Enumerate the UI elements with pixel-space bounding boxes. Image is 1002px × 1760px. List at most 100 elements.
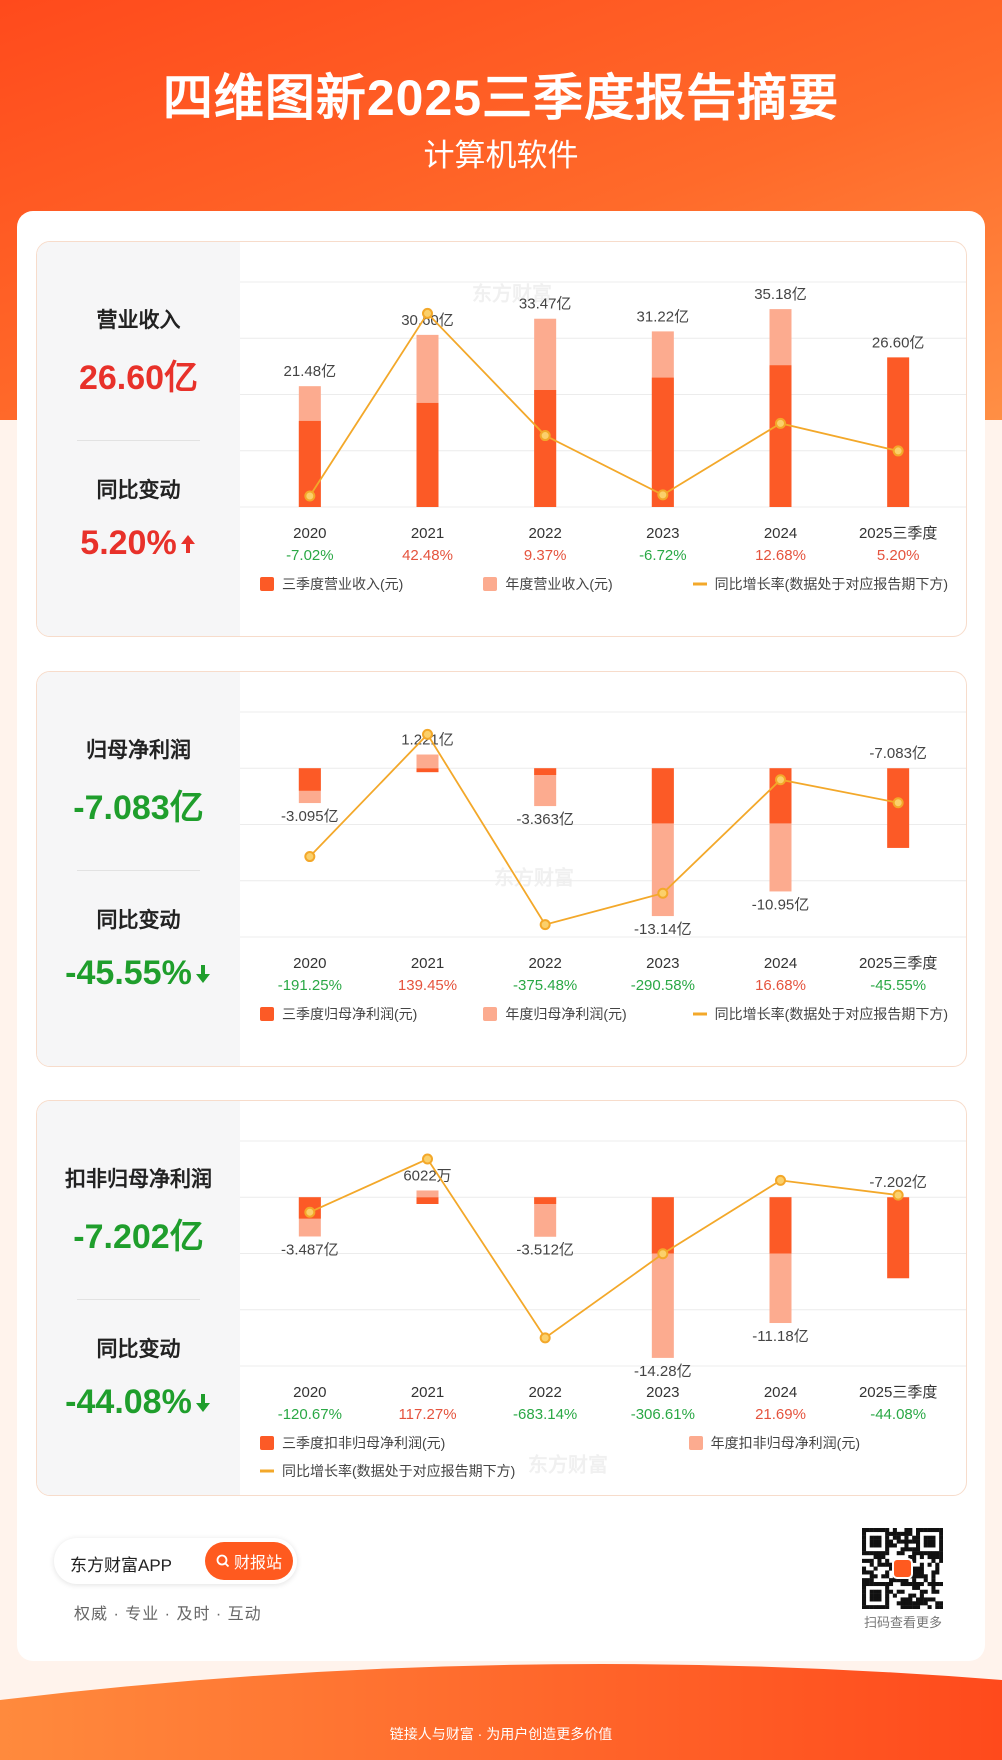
qr-cell: [896, 1535, 901, 1540]
qr-cell: [923, 1543, 928, 1548]
growth-marker: [892, 1189, 904, 1201]
qr-cell: [927, 1535, 932, 1540]
qr-cell: [939, 1555, 943, 1560]
bar: [534, 768, 557, 775]
qr-cell: [931, 1535, 936, 1540]
qr-cell: [877, 1589, 882, 1594]
legend-swatch: [260, 577, 274, 591]
bar-value-label: 35.18亿: [754, 286, 807, 303]
growth-marker: [775, 417, 786, 429]
qr-cell: [908, 1597, 913, 1602]
chart: 东方财富 2020 2021 2022 2023 2024 2025三季度 -3.095亿 1.…: [240, 711, 966, 994]
qr-cell: [912, 1551, 917, 1556]
bar-value-label: 6022万: [403, 1167, 451, 1184]
qr-cell: [939, 1558, 943, 1563]
qr-cell: [939, 1605, 943, 1609]
growth-label: -306.61%: [631, 1406, 695, 1423]
qr-cell: [935, 1555, 940, 1560]
qr-cell: [892, 1593, 897, 1598]
growth-marker: [422, 307, 433, 319]
qr-cell: [869, 1562, 874, 1567]
qr-cell: [923, 1578, 928, 1583]
bar: [534, 1197, 557, 1237]
x-tick-label: 2022: [528, 955, 561, 972]
x-tick-label: 2024: [764, 525, 797, 542]
legend-swatch: [692, 582, 707, 586]
qr-cell: [862, 1593, 867, 1598]
qr-cell: [912, 1574, 917, 1579]
x-tick-label: 2021: [411, 525, 444, 542]
qr-cell: [919, 1562, 924, 1567]
page-title: 四维图新2025三季度报告摘要: [162, 70, 840, 126]
qr-cell: [889, 1539, 894, 1544]
qr-code[interactable]: [862, 1528, 943, 1609]
qr-cell: [869, 1528, 874, 1533]
growth-marker: [422, 728, 433, 740]
growth-line: [309, 1157, 899, 1340]
growth-marker: [892, 445, 904, 457]
qr-cell: [862, 1535, 867, 1540]
qr-cell: [862, 1547, 867, 1552]
bar: [769, 768, 792, 824]
growth-label: -191.25%: [278, 977, 342, 994]
growth-label: -120.67%: [278, 1406, 342, 1423]
bar: [769, 1197, 792, 1254]
qr-cell: [900, 1605, 905, 1609]
qr-cell: [935, 1582, 940, 1587]
qr-cell: [889, 1531, 894, 1536]
app-button[interactable]: 财报站: [205, 1542, 293, 1580]
qr-cell: [939, 1551, 943, 1556]
qr-cell: [931, 1555, 936, 1560]
qr-cell: [919, 1566, 924, 1571]
qr-cell: [865, 1582, 870, 1587]
qr-cell: [931, 1597, 936, 1602]
qr-cell: [885, 1528, 890, 1533]
legend-label: 年度扣非归母净利润(元): [710, 1435, 860, 1451]
qr-cell: [892, 1578, 897, 1583]
qr-cell: [873, 1574, 878, 1579]
qr-cell: [869, 1578, 874, 1583]
bar-value-label: 31.22亿: [637, 308, 690, 325]
qr-cell: [873, 1555, 878, 1560]
qr-cell: [939, 1535, 943, 1540]
qr-cell: [865, 1570, 870, 1575]
x-tick-label: 2020: [293, 1384, 326, 1401]
qr-cell: [912, 1535, 917, 1540]
legend-item: 年度归母净利润(元): [483, 1004, 627, 1024]
qr-cell: [904, 1582, 909, 1587]
qr-cell: [904, 1539, 909, 1544]
qr-cell: [919, 1551, 924, 1556]
qr-cell: [862, 1589, 867, 1594]
qr-cell: [862, 1543, 867, 1548]
qr-cell: [881, 1605, 886, 1609]
qr-cell: [873, 1597, 878, 1602]
bar-value-label: -11.18亿: [752, 1328, 808, 1345]
qr-cell: [931, 1589, 936, 1594]
qr-cell: [869, 1593, 874, 1598]
bar-value-label: -7.202亿: [869, 1174, 927, 1191]
qr-cell: [912, 1539, 917, 1544]
qr-cell: [935, 1551, 940, 1556]
growth-label: -7.02%: [286, 547, 334, 564]
qr-cell: [927, 1528, 932, 1533]
qr-cell: [916, 1574, 921, 1579]
growth-label: -375.48%: [513, 977, 577, 994]
legend-item: 同比增长率(数据处于对应报告期下方): [260, 1461, 515, 1481]
growth-marker: [657, 887, 669, 899]
qr-cell: [881, 1562, 886, 1567]
qr-cell: [873, 1539, 878, 1544]
qr-cell: [916, 1566, 921, 1571]
qr-cell: [877, 1539, 882, 1544]
qr-cell: [927, 1543, 932, 1548]
qr-cell: [873, 1551, 878, 1556]
qr-cell: [869, 1589, 874, 1594]
change-label: 同比变动: [96, 909, 181, 932]
qr-cell: [904, 1601, 909, 1606]
qr-cell: [869, 1597, 874, 1602]
growth-label: 117.27%: [398, 1406, 456, 1423]
qr-cell: [919, 1570, 924, 1575]
qr-cell: [916, 1531, 921, 1536]
qr-cell: [885, 1547, 890, 1552]
legend-square: [688, 1436, 703, 1450]
